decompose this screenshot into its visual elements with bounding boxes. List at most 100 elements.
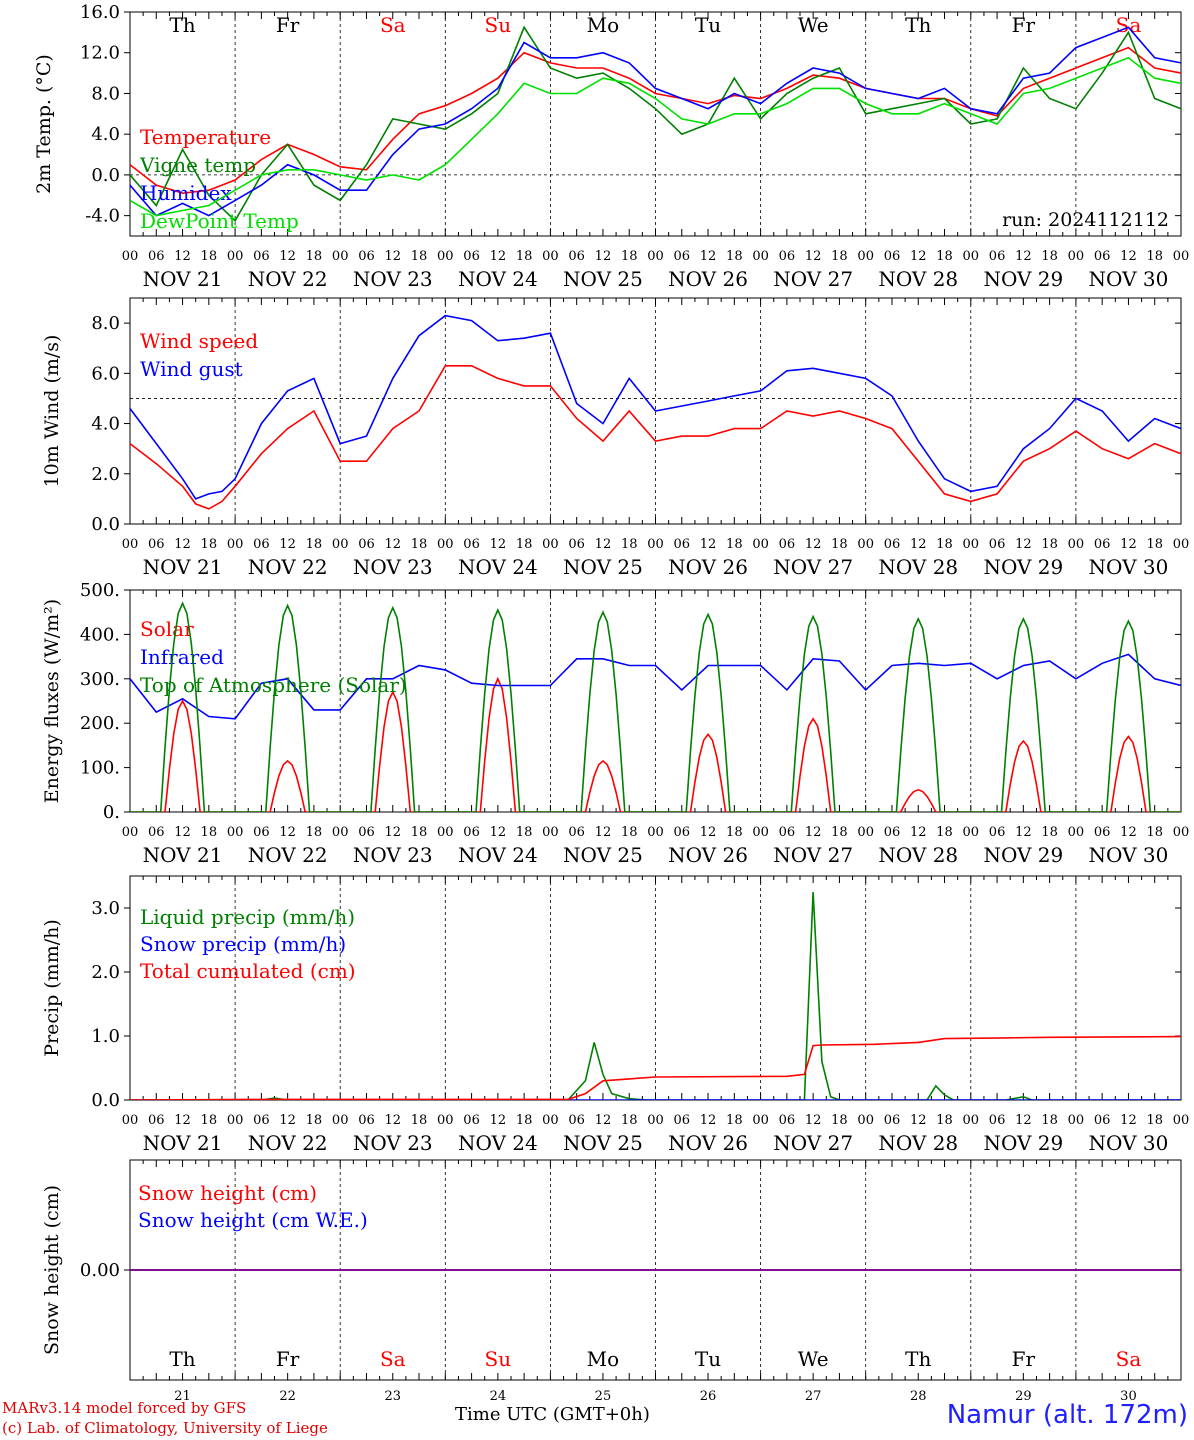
hour-tick-label: 18	[201, 537, 218, 552]
hour-tick-label: 06	[674, 1113, 691, 1128]
date-label: NOV 24	[458, 1131, 538, 1155]
hour-tick-label: 12	[1015, 249, 1032, 264]
weekday-label: Sa	[1116, 1347, 1142, 1371]
hour-tick-label: 12	[490, 537, 507, 552]
hour-tick-label: 18	[621, 537, 638, 552]
station-name: Namur (alt. 172m)	[946, 1400, 1188, 1430]
hour-tick-label: 12	[384, 249, 401, 264]
hour-tick-label: 06	[148, 1113, 165, 1128]
hour-tick-label: 06	[884, 1113, 901, 1128]
date-label: NOV 27	[773, 555, 853, 579]
hour-tick-label: 00	[437, 249, 454, 264]
hour-tick-label: 06	[358, 1113, 375, 1128]
weekday-label: Tu	[695, 13, 721, 37]
hour-tick-label: 00	[122, 249, 139, 264]
hour-tick-label: 00	[227, 1113, 244, 1128]
hour-tick-label: 12	[595, 249, 612, 264]
hour-tick-label: 18	[1146, 825, 1163, 840]
hour-tick-label: 18	[306, 825, 323, 840]
date-label: NOV 30	[1089, 555, 1169, 579]
y-tick-label: 0.0	[91, 514, 120, 535]
hour-tick-label: 12	[174, 1113, 191, 1128]
panel-1: -4.0 0.0 4.0 8.0 12.0 16.0 2m Temp. (°C) 00 06 12…	[33, 2, 1189, 291]
hour-tick-label: 18	[831, 825, 848, 840]
hour-tick-label: 00	[752, 537, 769, 552]
date-label: NOV 24	[458, 843, 538, 867]
date-label: NOV 25	[563, 843, 643, 867]
hour-tick-label: 06	[779, 1113, 796, 1128]
series-line-red	[130, 46, 1181, 195]
hour-tick-label: 18	[411, 537, 428, 552]
hour-tick-label: 12	[700, 249, 717, 264]
hour-tick-label: 06	[148, 249, 165, 264]
date-label: NOV 25	[563, 1131, 643, 1155]
hour-tick-label: 18	[201, 1113, 218, 1128]
hour-tick-label: 00	[963, 249, 980, 264]
date-label: NOV 30	[1089, 1131, 1169, 1155]
y-tick-label: 8.0	[91, 313, 120, 334]
hour-tick-label: 00	[122, 825, 139, 840]
hour-tick-label: 12	[1015, 825, 1032, 840]
legend-entry: Top of Atmosphere (Solar)	[140, 673, 407, 697]
date-label: NOV 29	[983, 555, 1063, 579]
hour-tick-label: 06	[463, 1113, 480, 1128]
hour-tick-label: 00	[647, 825, 664, 840]
hour-tick-label: 12	[595, 537, 612, 552]
hour-tick-label: 12	[910, 249, 927, 264]
legend-entry: Humidex	[140, 181, 232, 205]
hour-tick-label: 06	[253, 249, 270, 264]
hour-tick-label: 00	[963, 825, 980, 840]
legend-entry: Wind gust	[140, 357, 243, 381]
hour-tick-label: 12	[490, 1113, 507, 1128]
hour-tick-label: 12	[805, 1113, 822, 1128]
weekday-label: Fr	[276, 1347, 300, 1371]
y-tick-label: 2.0	[91, 962, 120, 983]
hour-tick-label: 12	[384, 825, 401, 840]
hour-tick-label: 06	[253, 825, 270, 840]
legend-entry: Wind speed	[140, 329, 258, 353]
hour-tick-label: 00	[963, 537, 980, 552]
series-line-red	[130, 365, 1181, 510]
hour-tick-label: 00	[542, 537, 559, 552]
y-tick-label: 4.0	[91, 124, 120, 145]
hour-tick-label: 18	[831, 249, 848, 264]
hour-tick-label: 06	[674, 825, 691, 840]
legend-entry: Snow height (cm W.E.)	[138, 1208, 368, 1232]
weekday-label: Fr	[1012, 13, 1036, 37]
hour-tick-label: 06	[779, 537, 796, 552]
series-line-green	[130, 601, 1181, 812]
hour-tick-label: 00	[437, 537, 454, 552]
day-number-label: 22	[279, 1389, 296, 1404]
hour-tick-label: 18	[621, 1113, 638, 1128]
plot-frame	[129, 11, 1182, 237]
hour-tick-label: 18	[936, 249, 953, 264]
hour-tick-label: 12	[1120, 537, 1137, 552]
hour-tick-label: 00	[122, 537, 139, 552]
hour-tick-label: 18	[411, 825, 428, 840]
date-label: NOV 29	[983, 843, 1063, 867]
date-label: NOV 26	[668, 555, 748, 579]
hour-tick-label: 00	[122, 1113, 139, 1128]
legend-entry: Total cumulated (cm)	[140, 959, 356, 983]
credit-line-model: MARv3.14 model forced by GFS	[2, 1399, 247, 1417]
weekday-label: Mo	[587, 1347, 620, 1371]
legend-entry: Snow precip (mm/h)	[140, 932, 346, 956]
hour-tick-label: 06	[463, 537, 480, 552]
legend-entry: DewPoint Temp	[140, 209, 299, 233]
hour-tick-label: 00	[857, 1113, 874, 1128]
panel-2: 0.0 2.0 4.0 6.0 8.0 10m Wind (m/s) 00 06 12 18 NOV…	[41, 297, 1189, 579]
series-line-green	[130, 891, 1181, 1100]
hour-tick-label: 00	[647, 537, 664, 552]
date-label: NOV 24	[458, 267, 538, 291]
date-label: NOV 21	[143, 267, 223, 291]
hour-tick-label: 12	[1120, 1113, 1137, 1128]
date-label: NOV 28	[878, 555, 958, 579]
series-line-blue	[130, 26, 1181, 217]
hour-tick-label: 06	[568, 249, 585, 264]
hour-tick-label: 06	[463, 249, 480, 264]
hour-tick-label: 18	[306, 249, 323, 264]
hour-tick-label: 18	[516, 537, 533, 552]
hour-tick-label: 18	[831, 537, 848, 552]
weekday-label: Sa	[380, 13, 406, 37]
hour-tick-label: 06	[568, 1113, 585, 1128]
